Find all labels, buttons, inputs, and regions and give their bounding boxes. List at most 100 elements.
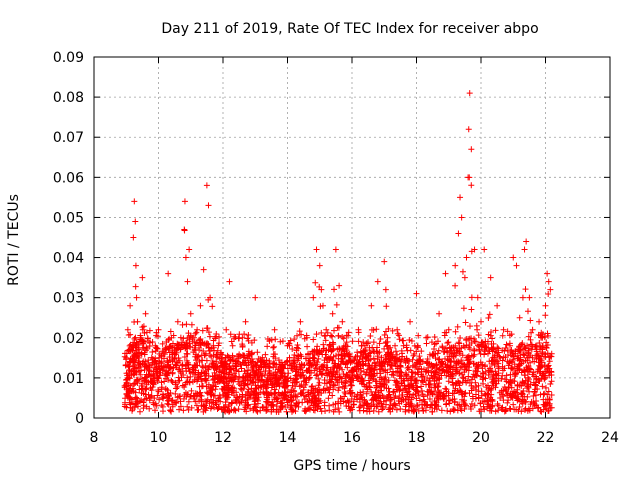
data-point-marker xyxy=(451,406,458,413)
data-point-marker xyxy=(299,369,306,376)
data-point-marker xyxy=(222,389,229,396)
data-point-marker xyxy=(319,302,326,309)
data-point-marker xyxy=(245,367,252,374)
x-tick-label: 24 xyxy=(601,430,619,446)
data-point-marker xyxy=(470,360,477,367)
data-point-marker xyxy=(544,330,551,337)
data-point-marker xyxy=(299,362,306,369)
data-point-marker xyxy=(152,348,159,355)
data-point-marker xyxy=(310,294,317,301)
data-point-marker xyxy=(403,401,410,408)
data-point-marker xyxy=(370,407,377,414)
data-point-marker xyxy=(363,390,370,397)
data-point-marker xyxy=(376,380,383,387)
data-point-marker xyxy=(253,367,260,374)
data-point-marker xyxy=(456,401,463,408)
data-point-marker xyxy=(214,347,221,354)
data-point-marker xyxy=(545,369,552,376)
data-point-marker xyxy=(507,380,514,387)
data-point-marker xyxy=(406,336,413,343)
data-point-marker xyxy=(537,391,544,398)
data-point-marker xyxy=(309,383,316,390)
data-point-marker xyxy=(242,399,249,406)
data-point-marker xyxy=(444,407,451,414)
data-point-marker xyxy=(160,349,167,356)
data-point-marker xyxy=(434,338,441,345)
data-point-marker xyxy=(206,400,213,407)
data-point-marker xyxy=(304,343,311,350)
data-point-marker xyxy=(292,392,299,399)
data-point-marker xyxy=(221,370,228,377)
data-point-marker xyxy=(313,331,320,338)
data-point-marker xyxy=(390,368,397,375)
data-point-marker xyxy=(500,397,507,404)
data-point-marker xyxy=(402,395,409,402)
data-point-marker xyxy=(423,340,430,347)
data-point-marker xyxy=(335,332,342,339)
data-point-marker xyxy=(354,373,361,380)
data-point-marker xyxy=(290,387,297,394)
data-point-marker xyxy=(330,353,337,360)
data-point-marker xyxy=(532,382,539,389)
data-point-marker xyxy=(153,344,160,351)
data-point-marker xyxy=(365,362,372,369)
data-point-marker xyxy=(427,380,434,387)
data-point-marker xyxy=(203,182,210,189)
data-point-marker xyxy=(215,378,222,385)
data-point-marker xyxy=(196,398,203,405)
data-point-marker xyxy=(366,365,373,372)
data-point-marker xyxy=(136,368,143,375)
data-point-marker xyxy=(271,390,278,397)
data-point-marker xyxy=(241,382,248,389)
data-point-marker xyxy=(468,248,475,255)
data-point-marker xyxy=(373,397,380,404)
data-point-marker xyxy=(289,379,296,386)
data-point-marker xyxy=(122,395,129,402)
x-tick-label: 16 xyxy=(343,430,361,446)
data-point-marker xyxy=(488,407,495,414)
data-point-marker xyxy=(271,343,278,350)
data-point-marker xyxy=(377,380,384,387)
data-point-marker xyxy=(459,391,466,398)
data-point-marker xyxy=(492,347,499,354)
data-point-marker xyxy=(468,376,475,383)
data-point-marker xyxy=(358,367,365,374)
data-point-marker xyxy=(200,403,207,410)
data-point-marker xyxy=(131,362,138,369)
data-point-marker xyxy=(457,194,464,201)
data-point-marker xyxy=(367,349,374,356)
data-point-marker xyxy=(382,340,389,347)
data-point-marker xyxy=(340,351,347,358)
data-point-marker xyxy=(209,399,216,406)
data-point-marker xyxy=(315,403,322,410)
data-point-marker xyxy=(514,382,521,389)
data-point-marker xyxy=(521,380,528,387)
data-point-marker xyxy=(243,408,250,415)
data-point-marker xyxy=(318,370,325,377)
data-point-marker xyxy=(207,405,214,412)
data-point-marker xyxy=(182,254,189,261)
data-point-marker xyxy=(515,346,522,353)
data-point-marker xyxy=(486,311,493,318)
data-point-marker xyxy=(454,387,461,394)
data-point-marker xyxy=(344,364,351,371)
data-point-marker xyxy=(340,370,347,377)
data-point-marker xyxy=(217,377,224,384)
data-point-marker xyxy=(218,369,225,376)
data-point-marker xyxy=(349,367,356,374)
data-point-marker xyxy=(314,343,321,350)
data-point-marker xyxy=(282,376,289,383)
data-point-marker xyxy=(523,238,530,245)
data-point-marker xyxy=(451,358,458,365)
data-point-marker xyxy=(257,368,264,375)
data-point-marker xyxy=(452,328,459,335)
data-point-marker xyxy=(209,387,216,394)
data-point-marker xyxy=(468,182,475,189)
data-point-marker xyxy=(222,399,229,406)
data-point-marker xyxy=(212,335,219,342)
data-point-marker xyxy=(316,366,323,373)
data-point-marker xyxy=(485,371,492,378)
data-point-marker xyxy=(306,374,313,381)
data-point-marker xyxy=(312,398,319,405)
data-point-marker xyxy=(216,364,223,371)
